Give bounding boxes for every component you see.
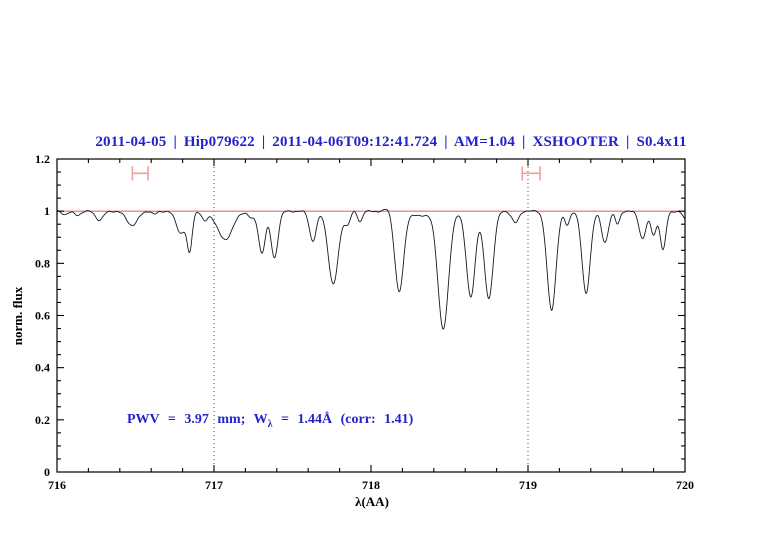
x-tick-label: 720 (676, 478, 694, 492)
x-tick-label: 719 (519, 478, 537, 492)
x-tick-label: 718 (362, 478, 380, 492)
series-layer (56, 166, 686, 330)
pwv-annotation-text: PWV = 3.97 mm; W (127, 412, 268, 427)
pwv-annotation-text-2: = 1.44Å (corr: 1.41) (272, 412, 414, 427)
measurement-marker (521, 166, 541, 181)
y-tick-label: 1 (44, 204, 50, 218)
y-tick-label: 0.4 (35, 361, 50, 375)
tick-labels-layer: 716 717 718 719 720 0 0.2 0.4 0.6 0.8 1 1.2 (35, 152, 694, 492)
y-axis-title: norm. flux (10, 286, 25, 345)
lambda-subscript: λ (267, 418, 273, 430)
y-tick-label: 0.6 (35, 309, 50, 323)
y-tick-label: 0.2 (35, 413, 50, 427)
spectrum-line (56, 208, 686, 330)
x-tick-label: 716 (48, 478, 66, 492)
plot-title: 2011-04-05 | Hip079622 | 2011-04-06T09:1… (95, 134, 687, 150)
pwv-annotation: PWV = 3.97 mm; Wλ = 1.44Å (corr: 1.41) (127, 412, 413, 430)
x-axis-title: λ(AA) (355, 494, 389, 509)
axes-layer (56, 158, 686, 473)
y-tick-label: 0.8 (35, 256, 50, 270)
y-tick-label: 0 (44, 465, 50, 479)
y-tick-label: 1.2 (35, 152, 50, 166)
x-tick-label: 717 (205, 478, 223, 492)
measurement-marker (131, 166, 149, 181)
